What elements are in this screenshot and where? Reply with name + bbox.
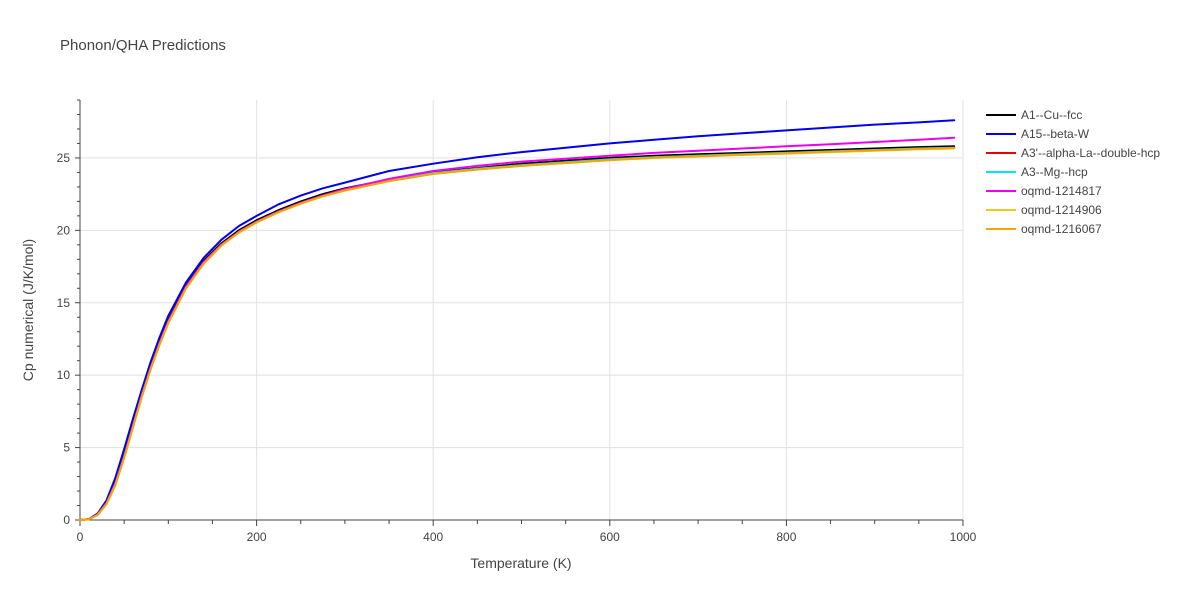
- y-tick-label: 15: [57, 296, 71, 310]
- x-tick-label: 0: [77, 530, 84, 544]
- legend-item[interactable]: oqmd-1214817: [986, 184, 1102, 198]
- legend-label: A3--Mg--hcp: [1021, 165, 1088, 179]
- y-tick-label: 5: [63, 441, 70, 455]
- y-tick-label: 20: [57, 223, 71, 237]
- x-tick-label: 400: [423, 530, 443, 544]
- legend-label: oqmd-1216067: [1021, 222, 1102, 236]
- series-line-6[interactable]: [79, 147, 956, 521]
- y-axis-title: Cp numerical (J/K/mol): [20, 239, 36, 381]
- legend-item[interactable]: A15--beta-W: [986, 127, 1090, 141]
- x-tick-label: 600: [600, 530, 620, 544]
- legend-item[interactable]: A3--Mg--hcp: [986, 165, 1088, 179]
- x-tick-label: 200: [247, 530, 267, 544]
- x-axis-title: Temperature (K): [470, 555, 571, 571]
- y-tick-label: 10: [57, 368, 71, 382]
- legend-label: A15--beta-W: [1021, 127, 1090, 141]
- legend-item[interactable]: oqmd-1216067: [986, 222, 1102, 236]
- legend-item[interactable]: oqmd-1214906: [986, 203, 1102, 217]
- y-tick-label: 0: [63, 513, 70, 527]
- series-line-1[interactable]: [79, 119, 956, 521]
- legend-item[interactable]: A3'--alpha-La--double-hcp: [986, 146, 1160, 160]
- legend-label: A3'--alpha-La--double-hcp: [1021, 146, 1160, 160]
- y-tick-label: 25: [57, 151, 71, 165]
- legend-label: oqmd-1214906: [1021, 203, 1102, 217]
- legend-item[interactable]: A1--Cu--fcc: [986, 108, 1082, 122]
- legend-label: oqmd-1214817: [1021, 184, 1102, 198]
- x-tick-label: 1000: [950, 530, 977, 544]
- legend-label: A1--Cu--fcc: [1021, 108, 1082, 122]
- chart-title: Phonon/QHA Predictions: [60, 37, 226, 54]
- grid-layer: [80, 100, 964, 520]
- series-layer: [79, 119, 956, 521]
- axes-layer: 0 200 400 600 800 1000 0 5 10 15 20 25: [57, 99, 977, 544]
- legend[interactable]: A1--Cu--fcc A15--beta-W A3'--alpha-La--dou…: [986, 108, 1160, 236]
- x-tick-label: 800: [776, 530, 796, 544]
